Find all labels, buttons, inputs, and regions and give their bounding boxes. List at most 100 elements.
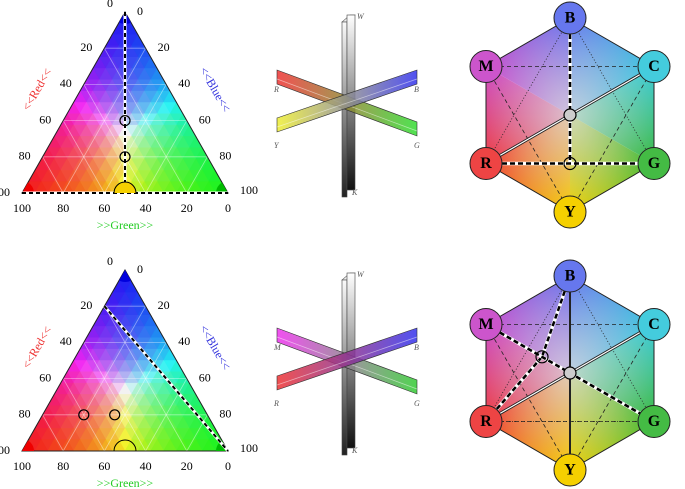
hex-node-marker — [563, 156, 577, 171]
right-tick-label: 20 — [158, 40, 170, 54]
bottom-tick-label: 40 — [140, 201, 152, 215]
grid-line — [42, 414, 64, 452]
hex-node — [469, 147, 503, 180]
path-node — [119, 114, 131, 127]
bottom-tick-label: 80 — [57, 459, 69, 473]
hex-node-label: G — [648, 413, 661, 430]
grid-line — [186, 156, 208, 194]
hex-node — [637, 308, 671, 341]
right-tick-label: 100 — [240, 441, 258, 455]
right-tick-label: 80 — [219, 149, 231, 163]
path-line — [103, 305, 229, 452]
axis-label-blue: <<Blue<< — [197, 64, 234, 114]
grid-line — [104, 306, 188, 452]
left-tick-label: 80 — [19, 407, 31, 421]
bar-label-bottom: K — [351, 446, 358, 455]
grid-line — [62, 378, 105, 452]
hex-edge — [540, 275, 572, 358]
hex-node — [469, 405, 503, 438]
hex-node — [637, 405, 671, 438]
hex-node — [553, 453, 587, 487]
hex-node — [637, 50, 671, 83]
hex-node — [637, 147, 671, 180]
grid-line — [104, 84, 167, 194]
band-edge — [276, 336, 418, 386]
hex-node-label: B — [565, 268, 576, 285]
hex-node-label: R — [480, 413, 492, 430]
hex-node-label: R — [480, 155, 492, 172]
bottom-tick-label: 80 — [57, 201, 69, 215]
hex-edge — [569, 66, 655, 213]
right-tick-label: 40 — [178, 76, 190, 90]
hex-node-label: C — [648, 316, 660, 333]
grid-line — [42, 156, 64, 194]
grid-line — [104, 48, 188, 194]
bar-label: G — [414, 399, 420, 408]
bar-label: B — [414, 343, 419, 352]
left-tick-label: 60 — [39, 112, 51, 126]
bottom-tick-label: 20 — [181, 459, 193, 473]
hex-node-label: M — [478, 58, 493, 75]
hex-node — [553, 259, 587, 293]
path-node — [109, 409, 121, 421]
hex-node-label: Y — [564, 462, 576, 479]
right-tick-label: 100 — [240, 183, 258, 197]
bar-label-top: W — [357, 270, 365, 279]
arc-marker — [113, 439, 137, 452]
grid-line — [62, 120, 105, 194]
left-tick-label: 0 — [107, 254, 113, 268]
bottom-tick-label: 60 — [98, 201, 110, 215]
left-tick-label: 100 — [0, 185, 10, 199]
grid-line — [145, 120, 188, 194]
triangle-outline — [21, 268, 229, 452]
bottom-tick-label: 0 — [225, 201, 231, 215]
bottom-tick-label: 100 — [13, 201, 31, 215]
hex-node-marker — [563, 366, 577, 380]
left-tick-label: 40 — [60, 76, 72, 90]
left-tick-label: 80 — [19, 149, 31, 163]
left-tick-label: 20 — [80, 298, 92, 312]
corner-marker — [113, 270, 137, 282]
bottom-tick-label: 60 — [98, 459, 110, 473]
path-node — [119, 151, 131, 163]
grid-line — [83, 84, 146, 194]
bar-label: Y — [274, 141, 280, 150]
right-tick-label: 0 — [137, 262, 143, 276]
path-node — [78, 409, 90, 421]
grid-line — [83, 342, 146, 452]
hex-node-label: M — [478, 316, 493, 333]
right-tick-label: 60 — [199, 370, 211, 384]
axis-label-green: >>Green>> — [97, 218, 154, 232]
color-band — [276, 327, 418, 391]
hex-node-label: Y — [564, 204, 576, 221]
left-tick-label: 100 — [0, 443, 10, 457]
right-tick-label: 0 — [137, 4, 143, 18]
grid-line — [104, 342, 167, 452]
right-tick-label: 60 — [199, 112, 211, 126]
axis-label-green: >>Green>> — [97, 476, 154, 489]
bar-label-top: W — [357, 12, 365, 21]
right-tick-label: 80 — [219, 407, 231, 421]
bottom-tick-label: 40 — [140, 459, 152, 473]
hex-node — [553, 195, 587, 229]
left-tick-label: 60 — [39, 370, 51, 384]
corner-marker — [22, 181, 34, 193]
bottom-tick-label: 0 — [225, 459, 231, 473]
left-tick-label: 20 — [80, 40, 92, 54]
grid-line — [62, 306, 146, 452]
hex-node — [553, 1, 587, 35]
hex-node-marker — [535, 350, 549, 364]
bottom-tick-label: 20 — [181, 201, 193, 215]
left-tick-label: 0 — [107, 0, 113, 10]
axis-label-red: <<Red<< — [19, 66, 54, 113]
color-band — [276, 69, 418, 133]
hex-node — [469, 308, 503, 341]
right-tick-label: 40 — [178, 334, 190, 348]
axis-label-red: <<Red<< — [19, 324, 54, 371]
bar-label: R — [273, 399, 279, 408]
hex-node-label: B — [565, 10, 576, 27]
bar-label: B — [414, 85, 419, 94]
hex-node-label: C — [648, 58, 660, 75]
bar-label: R — [273, 85, 279, 94]
